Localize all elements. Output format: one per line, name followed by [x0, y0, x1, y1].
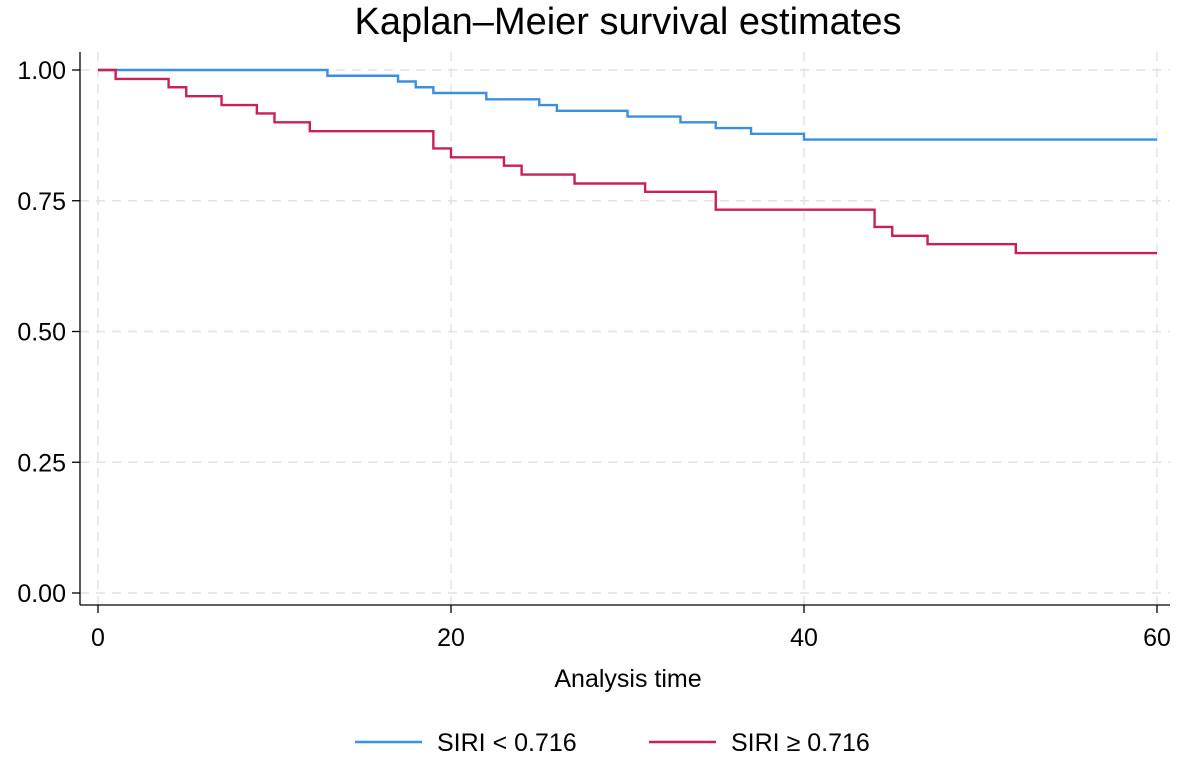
y-tick-label: 0.50 — [17, 319, 66, 347]
axes — [72, 52, 1170, 613]
y-tick-label: 0.25 — [17, 449, 66, 477]
x-tick-label: 20 — [437, 624, 465, 652]
series-line-siri-low — [98, 68, 1157, 141]
legend: SIRI < 0.716 SIRI ≥ 0.716 — [355, 729, 870, 757]
y-tick-label: 0.00 — [17, 580, 66, 608]
x-tick-label: 0 — [91, 624, 105, 652]
x-tick-label: 40 — [790, 624, 818, 652]
tick-labels: 0.00 0.25 0.50 0.75 1.00 0 20 40 60 — [17, 57, 1171, 652]
x-tick-label: 60 — [1143, 624, 1171, 652]
x-axis-title: Analysis time — [554, 665, 701, 693]
legend-label-siri-low: SIRI < 0.716 — [437, 729, 577, 757]
grid-lines — [80, 52, 1170, 605]
series-lines — [98, 68, 1157, 255]
legend-label-siri-high: SIRI ≥ 0.716 — [731, 729, 870, 757]
chart-title: Kaplan–Meier survival estimates — [354, 1, 901, 43]
series-line-siri-high — [98, 68, 1157, 255]
y-tick-label: 1.00 — [17, 57, 66, 85]
y-tick-label: 0.75 — [17, 188, 66, 216]
